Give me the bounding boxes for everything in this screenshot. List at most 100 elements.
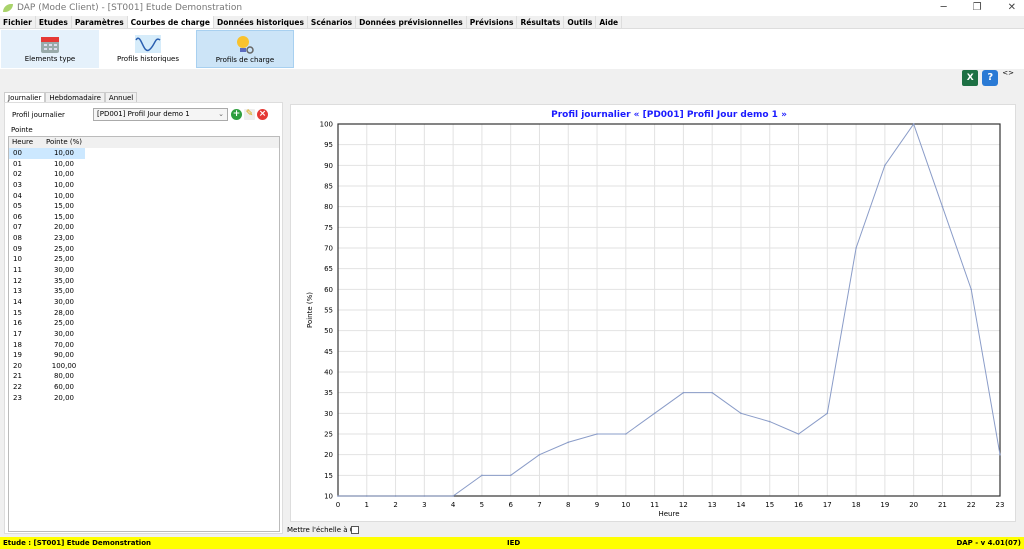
y-tick-label: 20 — [324, 451, 333, 459]
cell-pointe[interactable]: 25,00 — [53, 244, 75, 253]
cell-pointe[interactable]: 100,00 — [51, 361, 77, 370]
table-row[interactable]: 10 25,00 — [9, 254, 279, 265]
y-tick-label: 35 — [324, 389, 333, 397]
table-row[interactable]: 01 10,00 — [9, 159, 279, 170]
table-row[interactable]: 07 20,00 — [9, 222, 279, 233]
cell-pointe[interactable]: 30,00 — [53, 266, 75, 275]
table-row[interactable]: 15 28,00 — [9, 308, 279, 319]
profils-historiques-button[interactable]: Profils historiques — [100, 30, 196, 68]
cell-pointe[interactable]: 15,00 — [53, 202, 75, 211]
cell-pointe[interactable]: 80,00 — [53, 372, 75, 381]
cell-pointe[interactable]: 10,00 — [53, 159, 75, 168]
minimize-button[interactable]: ─ — [940, 2, 947, 13]
cell-pointe[interactable]: 70,00 — [53, 340, 75, 349]
title-bar: DAP (Mode Client) - [ST001] Etude Demons… — [0, 0, 1024, 16]
x-tick-label: 11 — [650, 501, 659, 509]
tab-annuel[interactable]: Annuel — [104, 92, 138, 103]
table-row[interactable]: 02 10,00 — [9, 169, 279, 180]
cell-pointe[interactable]: 25,00 — [53, 319, 75, 328]
maximize-button[interactable]: ❐ — [972, 2, 982, 13]
cell-pointe[interactable]: 23,00 — [53, 234, 75, 243]
table-row[interactable]: 13 35,00 — [9, 286, 279, 297]
table-row[interactable]: 20 100,00 — [9, 361, 279, 372]
header-pointe[interactable]: Pointe (%) — [45, 138, 83, 146]
status-study: Etude : [ST001] Etude Demonstration — [3, 539, 151, 547]
cell-pointe[interactable]: 15,00 — [53, 212, 75, 221]
delete-icon[interactable]: × — [257, 109, 268, 120]
cell-pointe[interactable]: 10,00 — [53, 180, 75, 189]
scale-zero-checkbox[interactable] — [351, 526, 359, 534]
menu-item[interactable]: Paramètres — [72, 16, 128, 28]
profils-de-charge-button[interactable]: Profils de charge — [196, 30, 294, 68]
x-tick-label: 19 — [880, 501, 889, 509]
table-row[interactable]: 05 15,00 — [9, 201, 279, 212]
cell-pointe[interactable]: 30,00 — [53, 329, 75, 338]
menu-item[interactable]: Outils — [564, 16, 597, 28]
y-tick-label: 85 — [324, 183, 333, 191]
cell-pointe[interactable]: 10,00 — [43, 148, 85, 159]
menu-item[interactable]: Etudes — [36, 16, 72, 28]
cell-pointe[interactable]: 35,00 — [53, 276, 75, 285]
cell-heure: 04 — [13, 191, 22, 200]
table-row[interactable]: 08 23,00 — [9, 233, 279, 244]
menu-item[interactable]: Aide — [596, 16, 623, 28]
tab-hebdomadaire[interactable]: Hebdomadaire — [45, 92, 105, 103]
cell-pointe[interactable]: 28,00 — [53, 308, 75, 317]
profil-journalier-select[interactable]: [PD001] Profil Jour demo 1 ⌄ — [93, 108, 228, 121]
wave-chart-icon — [100, 33, 196, 55]
menu-item[interactable]: Données prévisionnelles — [356, 16, 467, 28]
data-point — [538, 453, 541, 456]
x-tick-label: 15 — [765, 501, 774, 509]
x-tick-label: 0 — [336, 501, 340, 509]
y-tick-label: 30 — [324, 410, 333, 418]
status-center: IED — [507, 539, 521, 547]
cell-pointe[interactable]: 20,00 — [53, 223, 75, 232]
y-tick-label: 15 — [324, 472, 333, 480]
table-row[interactable]: 11 30,00 — [9, 265, 279, 276]
table-row[interactable]: 14 30,00 — [9, 297, 279, 308]
table-row[interactable]: 18 70,00 — [9, 340, 279, 351]
cell-pointe[interactable]: 90,00 — [53, 351, 75, 360]
cell-pointe[interactable]: 25,00 — [53, 255, 75, 264]
table-row[interactable]: 21 80,00 — [9, 371, 279, 382]
excel-export-icon[interactable]: X — [962, 70, 979, 86]
y-tick-label: 65 — [324, 265, 333, 273]
menu-item[interactable]: Scénarios — [308, 16, 357, 28]
edit-icon[interactable]: ✎ — [244, 109, 255, 120]
table-row[interactable]: 19 90,00 — [9, 350, 279, 361]
table-row[interactable]: 17 30,00 — [9, 329, 279, 340]
cell-pointe[interactable]: 10,00 — [53, 191, 75, 200]
cell-pointe[interactable]: 60,00 — [53, 383, 75, 392]
expand-toggle[interactable]: <> — [1002, 69, 1014, 77]
help-icon[interactable]: ? — [982, 70, 999, 86]
close-button[interactable]: ✕ — [1007, 2, 1016, 13]
table-row[interactable]: 12 35,00 — [9, 276, 279, 287]
cell-heure: 16 — [13, 319, 22, 328]
header-heure[interactable]: Heure — [12, 138, 34, 146]
menu-item[interactable]: Données historiques — [214, 16, 308, 28]
cell-pointe[interactable]: 30,00 — [53, 297, 75, 306]
table-row[interactable]: 03 10,00 — [9, 180, 279, 191]
cell-pointe[interactable]: 20,00 — [53, 393, 75, 402]
table-row[interactable]: 06 15,00 — [9, 212, 279, 223]
y-tick-label: 55 — [324, 307, 333, 315]
table-row[interactable]: 23 20,00 — [9, 393, 279, 404]
menu-item[interactable]: Courbes de charge — [127, 16, 214, 28]
add-icon[interactable]: + — [231, 109, 242, 120]
table-row[interactable]: 04 10,00 — [9, 191, 279, 202]
table-row[interactable]: 09 25,00 — [9, 244, 279, 255]
menu-item[interactable]: Prévisions — [467, 16, 518, 28]
cell-pointe[interactable]: 35,00 — [53, 287, 75, 296]
y-tick-label: 10 — [324, 493, 333, 501]
cell-pointe[interactable]: 10,00 — [53, 170, 75, 179]
pointe-group-label: Pointe — [11, 126, 33, 134]
elements-type-button[interactable]: Elements type — [1, 30, 99, 68]
table-row[interactable]: 22 60,00 — [9, 382, 279, 393]
menu-item[interactable]: Fichier — [0, 16, 36, 28]
menu-item[interactable]: Résultats — [517, 16, 565, 28]
tab-journalier[interactable]: Journalier — [4, 92, 46, 103]
table-row[interactable]: 00 10,00 — [9, 148, 279, 159]
y-tick-label: 60 — [324, 286, 333, 294]
table-row[interactable]: 16 25,00 — [9, 318, 279, 329]
cell-heure: 20 — [13, 361, 22, 370]
